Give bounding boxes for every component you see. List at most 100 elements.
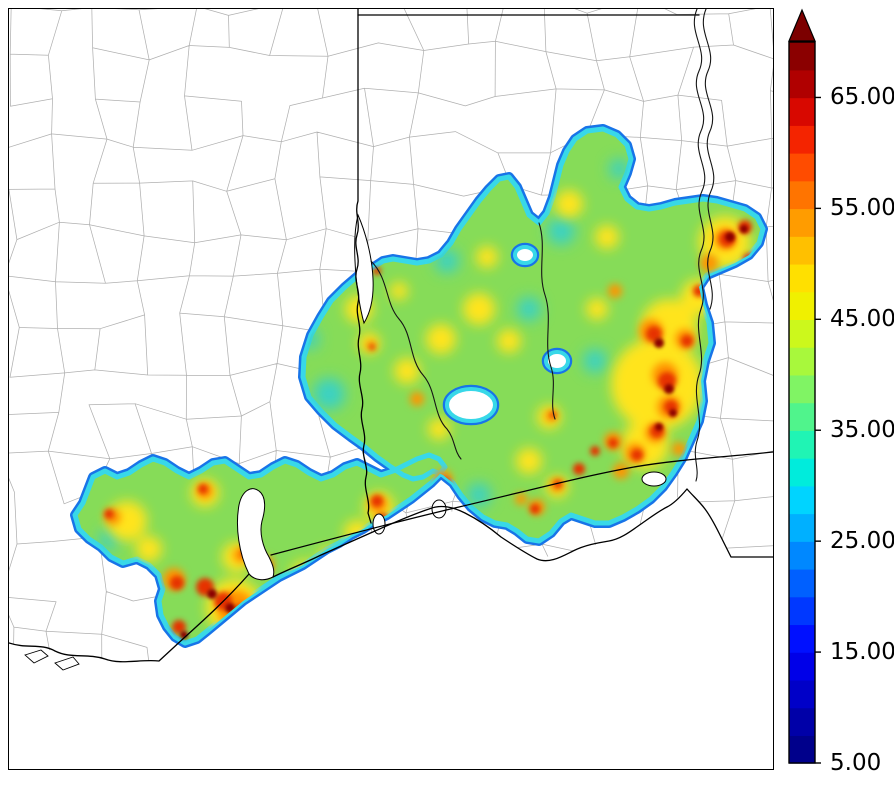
heat-spot <box>313 378 345 410</box>
colorbar-segment <box>789 485 815 515</box>
heat-spot <box>517 297 541 321</box>
heat-spot <box>669 409 677 417</box>
colorbar-segment <box>789 69 815 99</box>
colorbar-segment <box>789 291 815 321</box>
state-borders <box>9 9 773 671</box>
colorbar-canvas <box>788 8 821 764</box>
colorbar-tick-label: 45.00 <box>830 306 894 333</box>
colorbar-segment <box>789 513 815 542</box>
interstate-10-line <box>270 451 773 556</box>
heat-spot <box>104 509 114 519</box>
heat-spot <box>725 232 735 242</box>
heat-spot <box>530 504 540 514</box>
colorbar-labels: 5.00 15.00 25.00 35.00 45.00 55.00 65.00 <box>788 8 894 780</box>
map-canvas <box>9 9 773 671</box>
heat-spot <box>424 527 432 535</box>
heat-hole-rim <box>510 242 540 268</box>
heat-spot <box>664 384 674 394</box>
heat-spot <box>608 284 622 298</box>
heatmap-field <box>75 129 763 643</box>
heat-spot <box>170 576 184 590</box>
heat-region-holes <box>442 242 573 426</box>
heat-spot <box>595 225 619 249</box>
heat-spot <box>369 344 375 350</box>
colorbar-tick-label: 65.00 <box>830 84 894 111</box>
colorbar-segment <box>789 180 815 210</box>
heat-spot <box>586 298 608 320</box>
heat-spot <box>609 159 629 179</box>
heat-hole <box>544 350 570 372</box>
mississippi-river-lower <box>694 308 703 482</box>
colorbar-overflow-arrow <box>788 8 816 42</box>
colorbar-segment <box>789 624 815 653</box>
heat-spot <box>476 246 498 268</box>
heat-spot <box>250 616 266 632</box>
colorbar-segment <box>789 652 815 681</box>
heat-spot <box>198 484 208 494</box>
heat-spot <box>426 324 456 354</box>
colorbar-segment <box>789 208 815 237</box>
colorbar-segment <box>789 347 815 376</box>
heat-spot <box>371 495 383 507</box>
heat-spot <box>390 282 408 300</box>
barrier-island <box>54 656 80 671</box>
heat-spot <box>428 418 450 440</box>
colorbar-segment <box>789 319 815 348</box>
mississippi-river-west-bank <box>693 9 706 310</box>
heat-spot <box>289 608 297 616</box>
colorbar-tick-label: 55.00 <box>830 195 894 222</box>
colorbar-segment <box>789 541 815 570</box>
colorbar-segment <box>789 263 815 293</box>
heat-hole-rim <box>541 347 573 375</box>
colorbar-segment <box>789 568 815 598</box>
colorbar-tick-label: 25.00 <box>830 528 894 555</box>
heat-spot <box>700 254 718 272</box>
heat-spot <box>435 249 459 273</box>
heat-spot <box>180 631 188 639</box>
colorbar-segment <box>789 97 815 126</box>
texas-louisiana-border <box>355 9 372 524</box>
colorbar-segment <box>789 679 815 709</box>
colorbar-frame <box>788 41 816 764</box>
colorbar-segment <box>789 457 815 487</box>
heat-spot <box>172 620 186 634</box>
heat-spot <box>613 463 629 479</box>
heat-hole <box>445 387 497 423</box>
heat-spot <box>463 293 495 325</box>
coastal-lake <box>641 471 667 487</box>
colorbar-segment <box>789 735 815 764</box>
heat-spot <box>590 446 600 456</box>
colorbar-segment <box>789 374 815 404</box>
heat-spot <box>516 448 542 474</box>
heat-spot <box>608 438 618 448</box>
heat-spot <box>304 576 314 586</box>
colorbar: 5.00 15.00 25.00 35.00 45.00 55.00 65.00 <box>788 8 894 780</box>
heat-spot <box>740 225 748 233</box>
heat-spot <box>410 392 424 406</box>
colorbar-segment <box>789 236 815 265</box>
colorbar-segment <box>789 402 815 431</box>
ouachita-river <box>538 222 556 420</box>
map-frame <box>8 8 774 770</box>
heat-spot <box>554 480 562 488</box>
calcasieu-lake <box>431 499 447 519</box>
heat-spot <box>243 615 253 625</box>
colorbar-tick-label: 15.00 <box>830 639 894 666</box>
colorbar-segment <box>789 125 815 154</box>
heat-spot <box>631 449 643 461</box>
heat-spot <box>655 423 663 431</box>
heat-spot <box>646 326 662 342</box>
heat-spot <box>265 624 279 638</box>
heat-spot <box>394 358 420 384</box>
red-river <box>370 260 462 460</box>
heat-spot <box>419 522 433 536</box>
heat-spot <box>136 536 162 562</box>
colorbar-segment <box>789 596 815 626</box>
colorbar-tick-label: 5.00 <box>830 750 882 776</box>
colorbar-segment <box>789 152 815 182</box>
heat-spot <box>260 625 268 633</box>
heat-spot <box>681 335 693 347</box>
sabine-lake <box>372 513 386 535</box>
heat-hole-rim <box>442 384 500 426</box>
